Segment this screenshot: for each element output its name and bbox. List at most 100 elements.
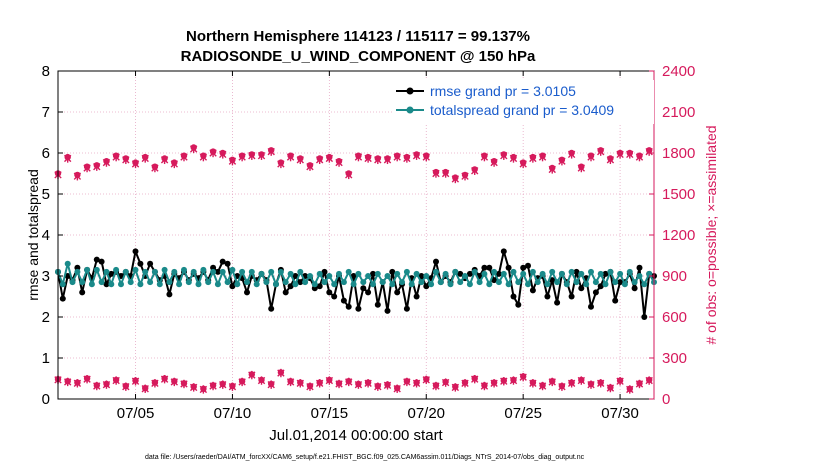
data-point xyxy=(519,159,527,169)
data-point xyxy=(364,154,372,163)
y2-tick-label: 1500 xyxy=(662,186,695,203)
data-point xyxy=(219,258,226,265)
data-point xyxy=(442,270,449,277)
data-point xyxy=(509,154,518,163)
data-point xyxy=(616,377,624,386)
data-point xyxy=(451,174,460,184)
data-point xyxy=(286,152,295,162)
x-tick-label: 07/10 xyxy=(214,405,252,422)
data-point xyxy=(549,277,556,284)
data-point xyxy=(383,155,392,165)
data-point xyxy=(73,172,82,181)
data-point xyxy=(297,279,304,286)
data-point xyxy=(64,273,71,279)
data-point xyxy=(491,268,498,275)
data-point xyxy=(229,266,236,273)
data-point xyxy=(122,268,129,275)
data-point xyxy=(345,303,352,310)
chart-title-line-2: RADIOSONDE_U_WIND_COMPONENT @ 150 hPa xyxy=(181,48,536,65)
data-point xyxy=(73,379,82,388)
data-point xyxy=(606,383,615,393)
data-point xyxy=(554,299,561,306)
data-point xyxy=(176,281,183,288)
data-point xyxy=(316,270,323,277)
data-point xyxy=(292,281,299,288)
data-point xyxy=(597,147,605,156)
series-1 xyxy=(55,260,657,288)
data-point xyxy=(374,382,382,391)
data-point xyxy=(636,264,643,271)
data-point xyxy=(156,281,163,288)
data-point xyxy=(461,379,469,388)
data-point xyxy=(509,376,518,385)
data-point xyxy=(131,159,140,169)
data-point xyxy=(239,268,246,275)
data-point xyxy=(486,281,493,288)
data-point xyxy=(267,147,275,156)
data-point xyxy=(244,289,250,296)
data-point xyxy=(69,279,76,286)
data-point xyxy=(597,270,604,277)
data-point xyxy=(166,291,173,298)
data-point xyxy=(122,382,130,391)
data-file-footnote: data file: /Users/raeder/DAI/ATM_forcXX/… xyxy=(145,454,585,461)
data-point xyxy=(567,379,576,388)
data-point xyxy=(307,273,313,279)
data-point xyxy=(64,260,71,267)
data-point xyxy=(621,281,628,288)
data-point xyxy=(428,281,435,288)
x-tick-label: 07/30 xyxy=(601,405,639,422)
data-point xyxy=(102,158,111,167)
data-point xyxy=(393,152,401,162)
data-point xyxy=(646,270,653,277)
data-point xyxy=(321,268,328,275)
data-point xyxy=(160,374,169,384)
data-point xyxy=(413,270,420,277)
data-point xyxy=(273,281,279,288)
data-point xyxy=(189,383,198,392)
data-point xyxy=(199,152,208,162)
data-point xyxy=(447,281,454,288)
data-point xyxy=(573,268,580,275)
data-point xyxy=(224,260,231,267)
data-point xyxy=(112,152,120,162)
data-point xyxy=(466,281,473,288)
data-point xyxy=(74,268,81,275)
data-point xyxy=(510,293,517,300)
data-point xyxy=(244,279,250,286)
y-tick-label: 1 xyxy=(42,350,50,367)
data-point xyxy=(331,293,338,300)
data-point xyxy=(102,380,111,389)
data-point xyxy=(568,293,575,300)
data-point xyxy=(365,273,372,279)
data-point xyxy=(268,268,275,275)
data-point xyxy=(370,281,376,288)
legend-box xyxy=(394,80,654,124)
data-point xyxy=(160,155,169,165)
data-point xyxy=(587,380,595,389)
data-point xyxy=(500,248,507,255)
data-point xyxy=(544,281,551,288)
data-point xyxy=(403,305,410,312)
data-point xyxy=(423,273,430,279)
data-point xyxy=(103,281,110,288)
data-point xyxy=(500,270,507,277)
data-point xyxy=(383,381,392,390)
data-point xyxy=(558,157,566,166)
data-point xyxy=(345,170,353,180)
data-point xyxy=(592,289,599,296)
data-point xyxy=(558,382,566,391)
data-point xyxy=(505,264,512,271)
data-point xyxy=(548,165,556,174)
data-point xyxy=(491,277,498,284)
data-point xyxy=(292,273,299,279)
data-point xyxy=(219,150,227,159)
data-point xyxy=(549,268,556,275)
data-point xyxy=(412,379,421,388)
y2-axis-label: # of obs: o=possible; ×=assimilated xyxy=(703,125,719,344)
data-point xyxy=(433,268,439,275)
data-point xyxy=(466,270,473,277)
data-point xyxy=(229,283,236,290)
data-point xyxy=(578,270,585,277)
